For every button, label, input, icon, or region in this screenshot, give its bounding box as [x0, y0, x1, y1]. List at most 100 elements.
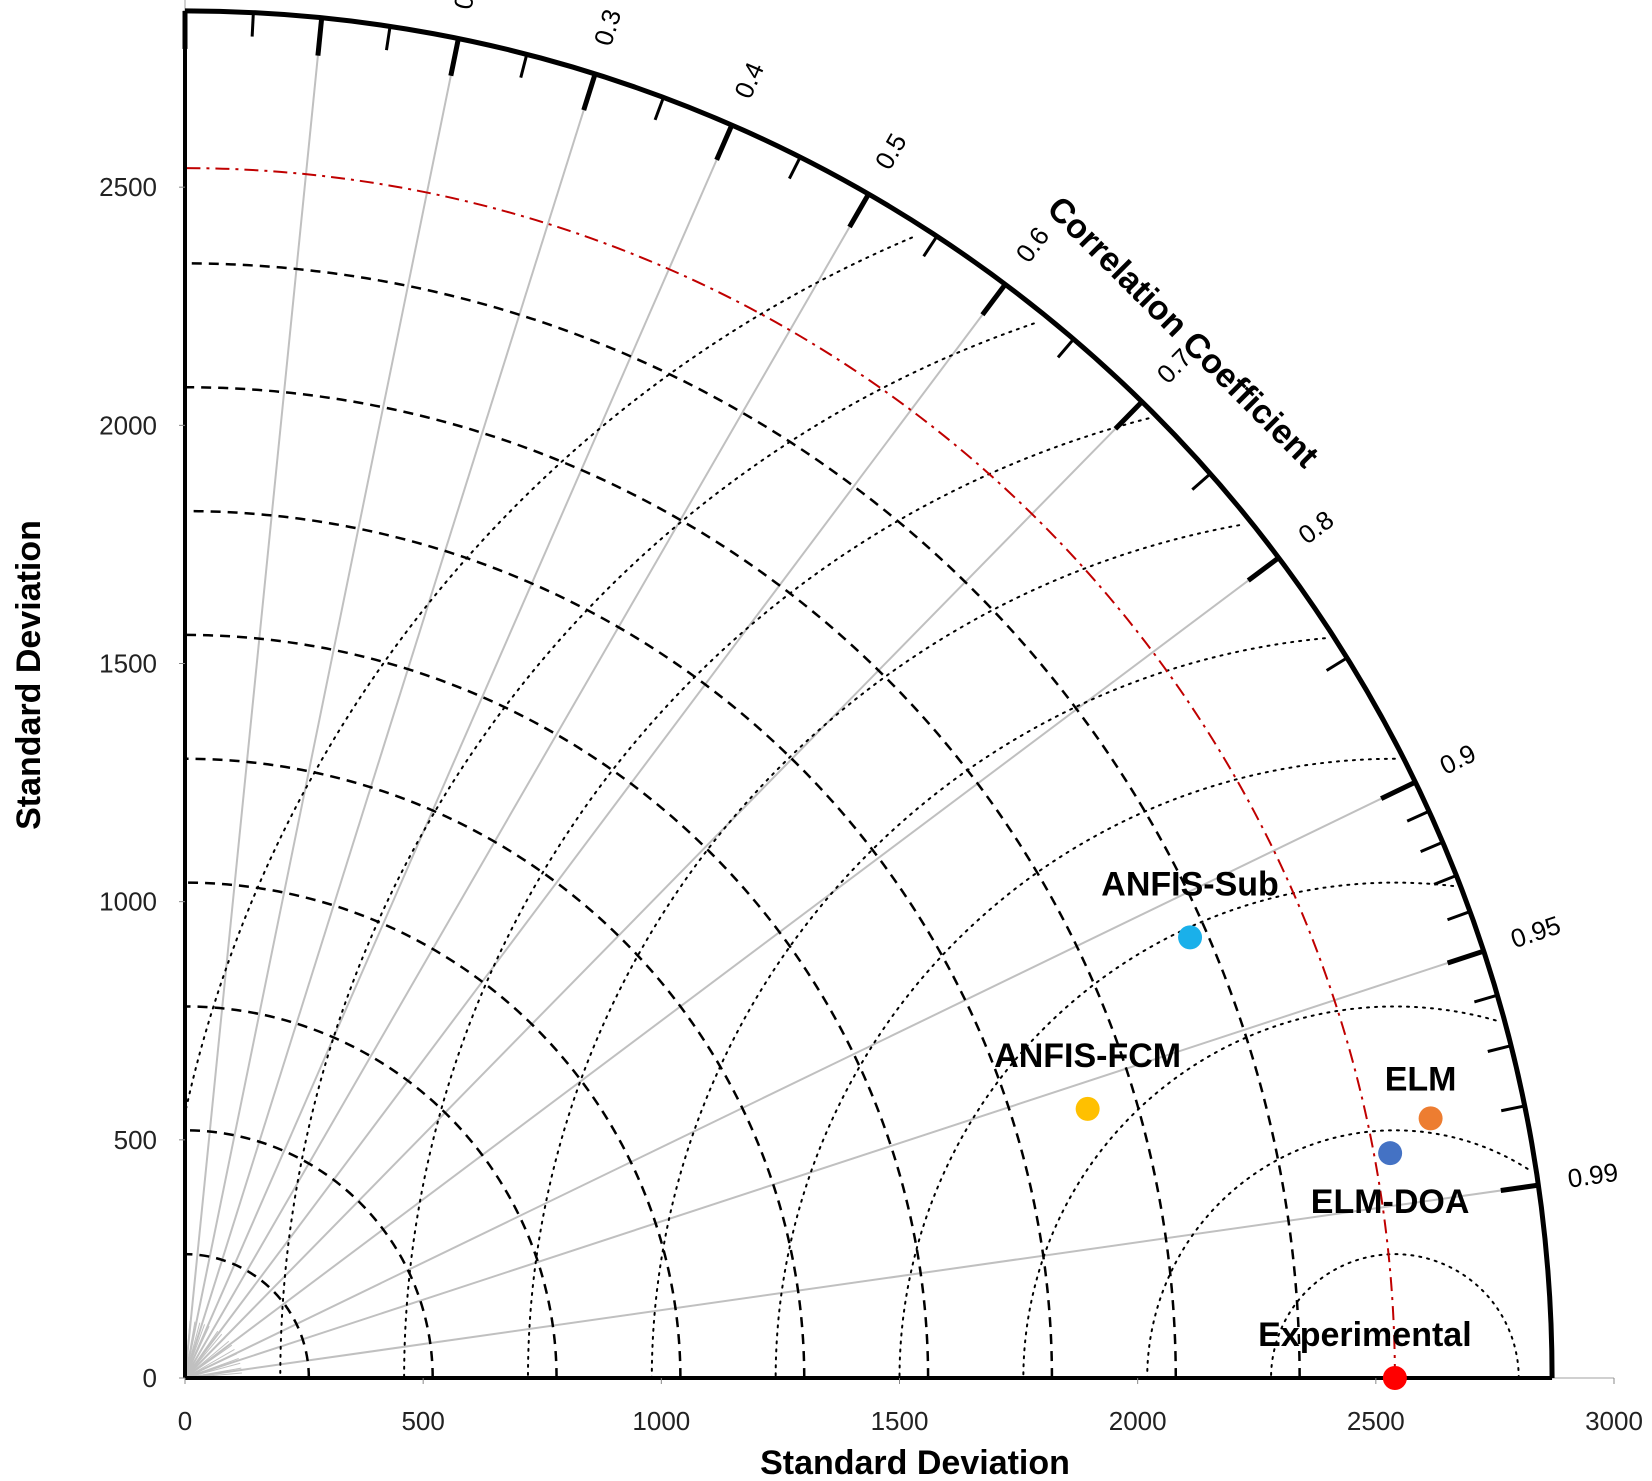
x-tick-label: 500	[401, 1406, 444, 1436]
x-axis-title: Standard Deviation	[760, 1444, 1070, 1481]
correlation-tick	[581, 73, 598, 111]
x-tick-label: 3000	[1585, 1406, 1643, 1436]
data-point-label: Experimental	[1258, 1316, 1472, 1354]
correlation-tick-label: 0.9	[1435, 738, 1481, 781]
rms-difference-arc	[774, 757, 1396, 1379]
y-tick-label: 1000	[99, 887, 157, 917]
correlation-tick	[714, 124, 735, 161]
minor-spoke	[184, 1330, 219, 1379]
correlation-tick	[1473, 993, 1498, 1004]
y-tick-label: 2500	[99, 172, 157, 202]
correlation-tick-label: 0.6	[1010, 221, 1056, 268]
grid-layer	[184, 17, 1539, 1379]
std-deviation-arc	[184, 1252, 311, 1379]
y-axis-title: Standard Deviation	[10, 520, 48, 830]
minor-spoke	[184, 1340, 230, 1379]
y-tick-label: 1500	[99, 649, 157, 679]
correlation-spoke	[184, 401, 1143, 1379]
minor-spoke	[184, 1357, 239, 1379]
points-layer: ANFIS-Sub ANFIS-FCM ELM ELM-DOA Experimental	[994, 865, 1472, 1390]
x-tick-label: 1000	[632, 1406, 690, 1436]
correlation-tick	[1056, 338, 1075, 359]
correlation-tick	[1433, 874, 1457, 886]
rms-difference-arc	[650, 637, 1326, 1379]
rms-difference-arc	[1146, 1129, 1529, 1379]
rms-difference-arc	[526, 524, 1241, 1379]
reference-std-arc	[184, 167, 1396, 1379]
x-tick-label: 2000	[1109, 1406, 1167, 1436]
correlation-spoke	[184, 17, 323, 1379]
x-tick-label: 1500	[871, 1406, 929, 1436]
minor-spoke	[184, 1325, 210, 1379]
data-point-anfis-fcm	[1075, 1096, 1100, 1121]
minor-spoke	[184, 1322, 201, 1379]
correlation-tick	[1420, 840, 1444, 854]
correlation-tick-label: 0.2	[448, 0, 485, 12]
data-point-elm-doa	[1378, 1141, 1403, 1166]
correlation-tick	[922, 235, 939, 258]
data-point-experimental	[1382, 1366, 1407, 1390]
std-deviation-arc	[184, 385, 1178, 1379]
rms-difference-arc	[185, 236, 913, 1109]
correlation-tick	[250, 12, 255, 37]
correlation-tick-label: 0.99	[1566, 1157, 1620, 1194]
rms-difference-arc	[1270, 1253, 1520, 1379]
correlation-tick	[1487, 1044, 1512, 1053]
correlation-tick	[1500, 1182, 1539, 1193]
data-point-label: ELM-DOA	[1311, 1183, 1470, 1221]
correlation-tick	[1500, 1104, 1526, 1113]
std-deviation-arc	[184, 633, 930, 1379]
minor-spoke	[184, 1328, 215, 1379]
rms-difference-arc	[403, 417, 1150, 1379]
data-point-label: ANFIS-FCM	[994, 1037, 1181, 1075]
correlation-tick	[448, 38, 461, 77]
axes-layer: 0.00.10.20.30.40.50.60.70.80.90.950.9905…	[99, 0, 1643, 1436]
correlation-tick	[653, 96, 665, 121]
correlation-spoke	[184, 781, 1416, 1379]
x-tick-label: 0	[178, 1406, 192, 1436]
correlation-spoke	[184, 950, 1485, 1379]
correlation-axis-title: Correlation Coefficient	[1040, 189, 1326, 475]
data-point-label: ELM	[1385, 1060, 1457, 1098]
rms-difference-arc	[279, 322, 1035, 1379]
correlation-tick	[1406, 809, 1430, 823]
correlation-tick	[519, 53, 529, 78]
std-deviation-arc	[184, 757, 806, 1379]
y-tick-label: 500	[114, 1125, 157, 1155]
data-point-elm	[1418, 1106, 1443, 1131]
correlation-spoke	[184, 1184, 1539, 1379]
correlation-tick	[315, 17, 325, 56]
data-point-anfis-sub	[1178, 925, 1203, 950]
correlation-spoke	[184, 73, 597, 1379]
y-tick-label: 2000	[99, 410, 157, 440]
correlation-tick	[1446, 910, 1471, 922]
correlation-outer-arc	[184, 8, 1555, 1379]
correlation-tick	[847, 192, 871, 229]
correlation-tick-label: 0.3	[588, 6, 627, 50]
correlation-spoke	[184, 38, 460, 1379]
correlation-tick	[1380, 779, 1417, 801]
minor-spoke	[184, 1324, 206, 1379]
correlation-tick	[384, 26, 392, 51]
minor-spoke	[184, 1337, 226, 1379]
correlation-tick	[1325, 656, 1348, 672]
minor-spoke	[184, 1348, 235, 1379]
std-deviation-arc	[184, 509, 1054, 1379]
correlation-tick	[1246, 555, 1281, 583]
x-tick-label: 2500	[1347, 1406, 1405, 1436]
minor-spoke	[184, 1344, 233, 1379]
correlation-tick	[1113, 399, 1144, 431]
minor-spoke	[184, 1333, 223, 1379]
correlation-tick-label: 0.95	[1507, 910, 1564, 954]
correlation-spoke	[184, 193, 870, 1379]
correlation-tick-label: 0.8	[1292, 504, 1339, 550]
correlation-tick	[788, 156, 802, 180]
rms-difference-arc	[1022, 1005, 1497, 1379]
correlation-spoke	[184, 283, 1007, 1379]
correlation-spoke	[184, 124, 733, 1379]
data-point-label: ANFIS-Sub	[1101, 865, 1279, 903]
std-deviation-arc	[184, 262, 1301, 1379]
correlation-tick-label: 0.4	[728, 58, 770, 103]
minor-spoke	[184, 1362, 241, 1379]
